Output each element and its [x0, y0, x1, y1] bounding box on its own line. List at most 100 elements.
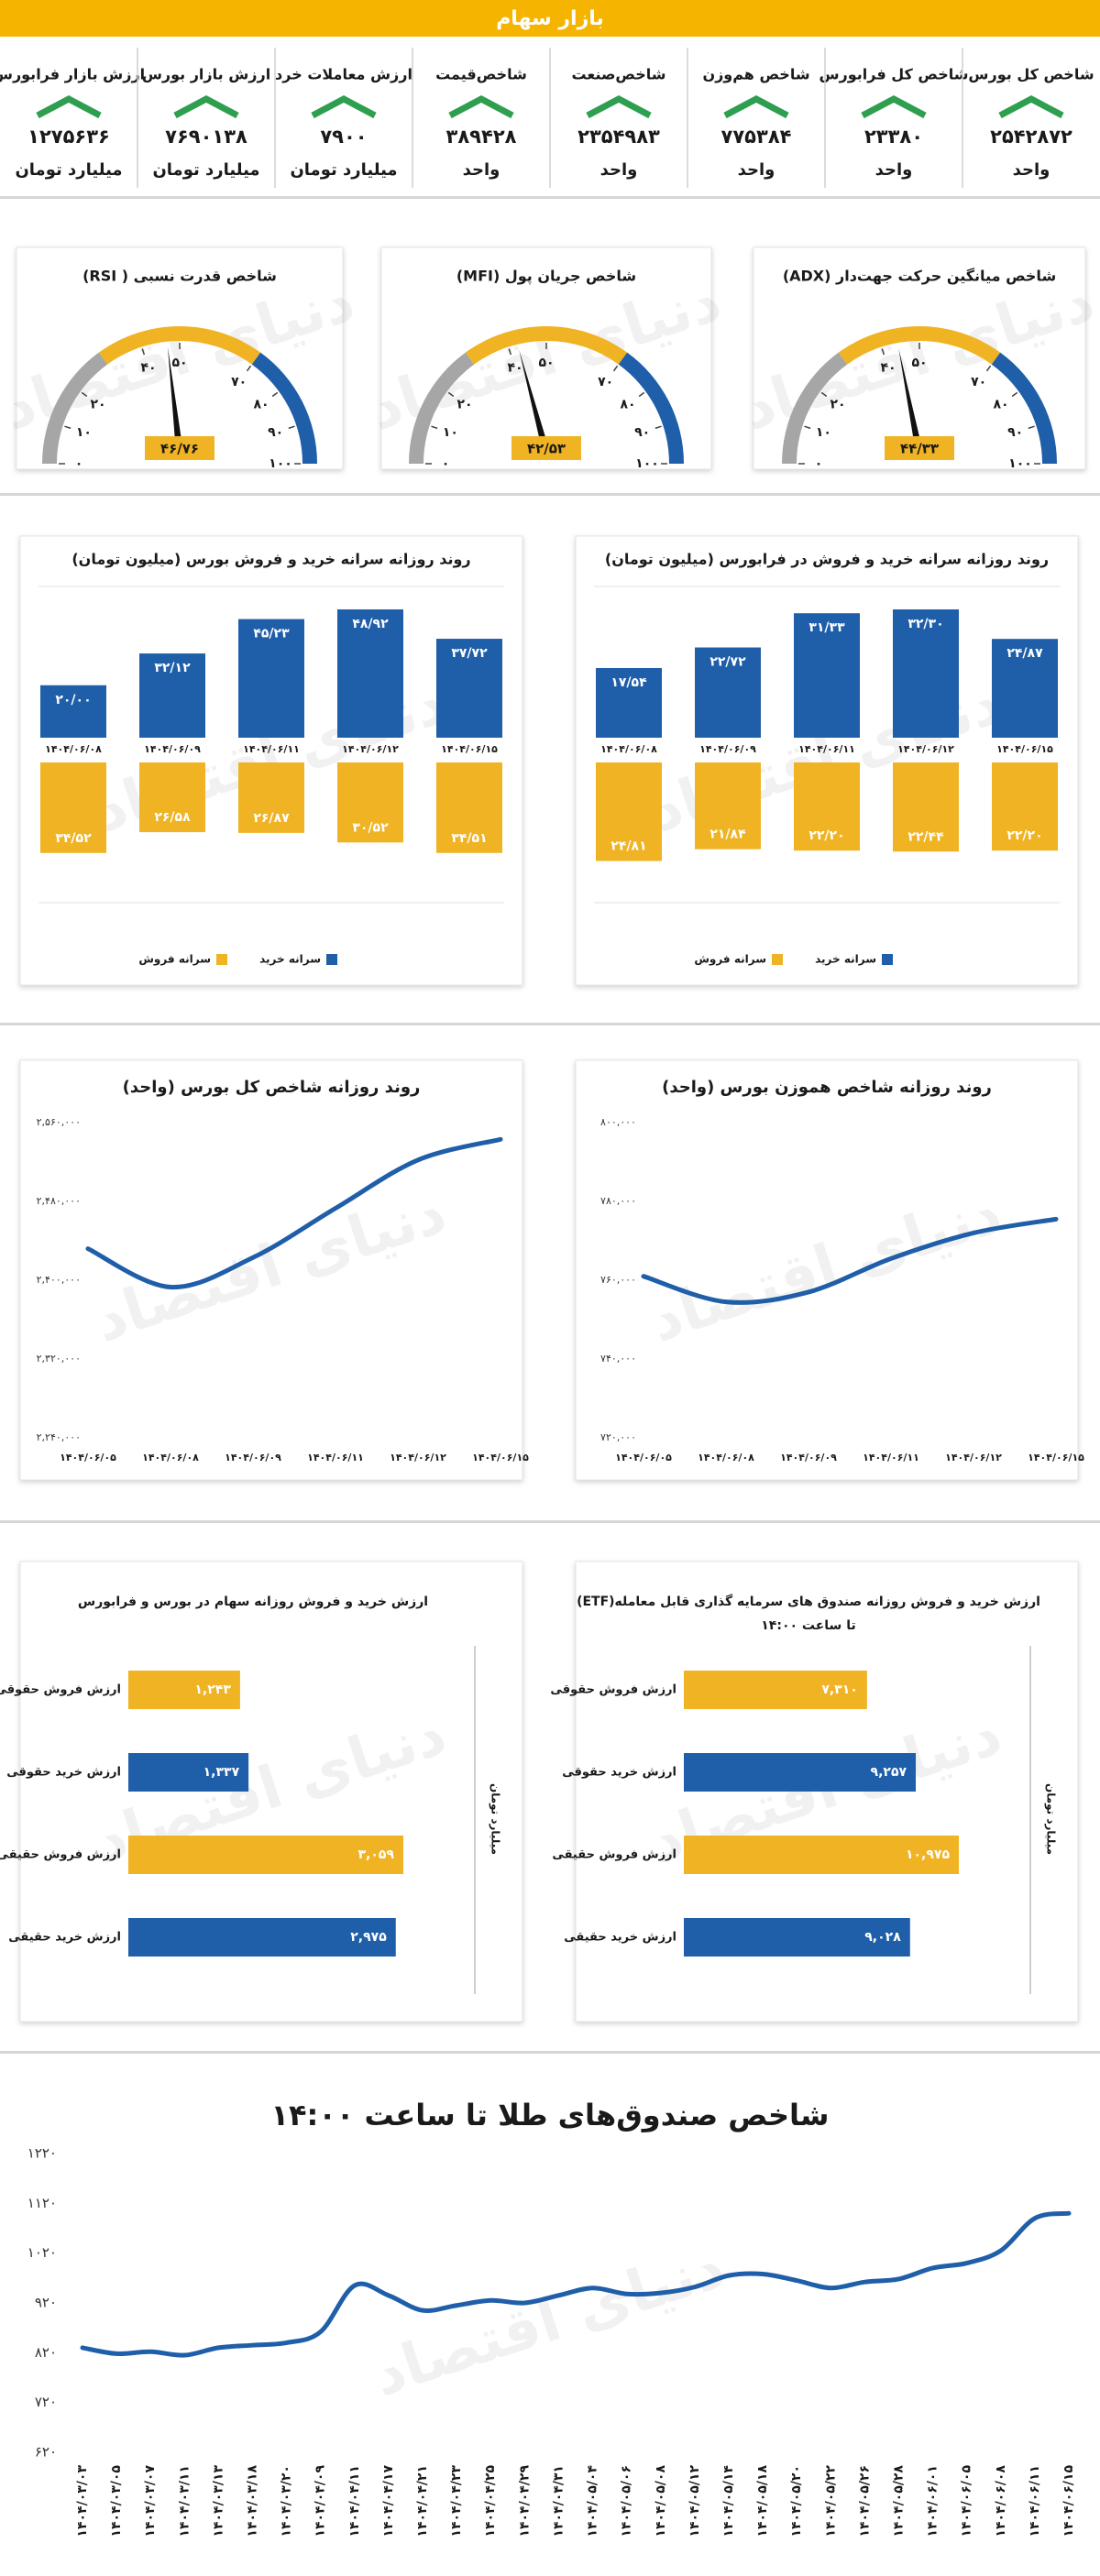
- x-tick-label: ۱۴۰۴/۰۴/۱۱: [347, 2465, 362, 2538]
- indicator-label: شاخص کل بورس: [968, 66, 1094, 83]
- gauge-tick-label: ۱۰: [443, 425, 458, 440]
- value-label: ۲۶/۵۸: [154, 810, 191, 825]
- x-tick-label: ۱۴۰۴/۰۶/۱۱: [1028, 2465, 1042, 2538]
- gauge-tick-label: ۴۰: [140, 360, 156, 375]
- chart-title: ارزش خرید و فروش روزانه سهام در بورس و ف…: [78, 1595, 428, 1609]
- legend-swatch: [882, 954, 893, 965]
- indicator-label: شاخص کل فرابورس: [819, 66, 968, 83]
- card: [575, 1059, 1079, 1481]
- bar: [238, 619, 304, 738]
- x-tick-label: ۱۴۰۴/۰۵/۲۶: [857, 2465, 872, 2538]
- value-label: ۲۲/۲۰: [808, 828, 844, 843]
- gauge-tick-label: ۲۰: [830, 397, 845, 411]
- y-tick-label: ۲,۴۸۰,۰۰۰: [37, 1195, 81, 1207]
- y-tick-label: ۷۸۰,۰۰۰: [600, 1195, 636, 1207]
- gauge-tick: [985, 365, 992, 372]
- gauge-tick: [508, 348, 512, 356]
- indicator-unit: واحد: [600, 160, 638, 180]
- indicator-label: شاخص هم‌وزن: [702, 66, 809, 83]
- bar: [794, 762, 860, 851]
- x-tick-label: ۱۴۰۴/۰۶/۰۹: [225, 1452, 281, 1463]
- gauge-title: شاخص جریان پول (MFI): [456, 268, 636, 286]
- trend-arrow: [311, 95, 377, 119]
- gauge-band: [42, 352, 108, 464]
- legend-label: سرانه خرید: [815, 953, 876, 966]
- value-label: ۲۲/۴۴: [908, 829, 944, 844]
- value-label: ۴۵/۲۳: [253, 627, 290, 641]
- x-tick-label: ۱۴۰۴/۰۳/۱۸: [246, 2465, 260, 2538]
- value-label: ۳۲/۳۰: [908, 617, 943, 631]
- value-label: ۳,۰۵۹: [358, 1847, 395, 1862]
- gauge-value-box: [145, 436, 214, 460]
- y-tick-label: ۷۶۰,۰۰۰: [600, 1274, 636, 1286]
- gauge-tick-label: ۹۰: [1007, 425, 1023, 440]
- header-bar: [0, 0, 1100, 37]
- x-tick-label: ۱۴۰۴/۰۶/۱۵: [996, 743, 1053, 755]
- bar: [128, 1918, 396, 1957]
- x-tick-label: ۱۴۰۴/۰۶/۱۲: [897, 743, 954, 755]
- gauge-tick-label: ۵۰: [911, 356, 927, 370]
- value-label: ۲۶/۸۷: [253, 811, 290, 826]
- value-label: ۳۴/۵۱: [451, 831, 487, 846]
- x-tick-label: ۱۴۰۴/۰۴/۰۹: [314, 2465, 328, 2538]
- y-tick-label: ۸۰۰,۰۰۰: [600, 1116, 636, 1128]
- value-label: ۳۰/۵۲: [352, 820, 389, 835]
- value-label: ۲۲/۷۲: [710, 655, 746, 670]
- indicator-unit: واحد: [1013, 160, 1050, 180]
- gauge-value: ۴۶/۷۶: [160, 441, 199, 457]
- value-label: ۲۴/۸۷: [1006, 646, 1043, 661]
- gauge-tick: [141, 348, 146, 356]
- x-tick-label: ۱۴۰۴/۰۳/۰۷: [143, 2465, 158, 2538]
- x-tick-label: ۱۴۰۴/۰۴/۲۹: [517, 2465, 532, 2538]
- gauge-tick: [1028, 425, 1035, 430]
- x-tick-label: ۱۴۰۴/۰۶/۰۵: [615, 1452, 672, 1463]
- gauge-tick: [246, 365, 252, 372]
- indicator-value: ۷۶۹۰۱۳۸: [165, 126, 248, 148]
- y-tick-label: ۹۲۰: [35, 2295, 57, 2311]
- x-tick-label: ۱۴۰۴/۰۴/۲۵: [483, 2465, 498, 2538]
- x-tick-label: ۱۴۰۴/۰۶/۱۲: [945, 1452, 1002, 1463]
- y-tick-label: ۱۰۲۰: [28, 2244, 57, 2261]
- separator: [0, 1023, 1100, 1025]
- trend-arrow: [723, 95, 789, 119]
- gauge-tick-label: ۹۰: [634, 425, 650, 440]
- gauge-value: ۴۴/۳۳: [900, 441, 939, 457]
- category-label: ارزش فروش حقیقی: [0, 1848, 121, 1862]
- x-tick-label: ۱۴۰۴/۰۶/۰۸: [994, 2465, 1008, 2538]
- bar: [128, 1836, 403, 1874]
- value-label: ۳۱/۳۳: [808, 620, 845, 635]
- gauge-tick-label: ۹۰: [268, 425, 283, 440]
- gauge-tick-label: ۰: [815, 456, 823, 471]
- indicator-label: ارزش بازار بورس: [142, 66, 270, 83]
- gauge-tick-label: ۷۰: [598, 375, 613, 389]
- gauge-tick: [64, 425, 72, 430]
- x-tick-label: ۱۴۰۴/۰۶/۰۹: [780, 1452, 837, 1463]
- x-tick-label: ۱۴۰۴/۰۶/۰۹: [699, 743, 756, 755]
- chart-title: شاخص صندوق‌های طلا تا ساعت ۱۴:۰۰: [270, 2098, 829, 2132]
- x-tick-label: ۱۴۰۴/۰۶/۱۵: [1028, 1452, 1084, 1463]
- gauge-tick-label: ۱۰۰: [635, 456, 659, 471]
- value-label: ۳۲/۱۲: [154, 661, 191, 675]
- gauge-tick-label: ۸۰: [620, 397, 635, 411]
- bar: [893, 609, 959, 738]
- chart-title: ارزش خرید و فروش روزانه صندوق های سرمایه…: [577, 1594, 1040, 1609]
- x-tick-label: ۱۴۰۴/۰۵/۰۴: [586, 2465, 600, 2538]
- bar: [695, 762, 761, 850]
- gauge-band: [98, 326, 261, 365]
- indicator-value: ۳۸۹۴۲۸: [446, 126, 517, 148]
- legend-label: سرانه فروش: [138, 953, 211, 967]
- bar: [128, 1671, 240, 1709]
- gauge-tick: [288, 425, 295, 430]
- gauge-needle: [167, 346, 183, 454]
- gauge-tick-label: ۱۰: [76, 425, 92, 440]
- y-tick-label: ۱۲۲۰: [28, 2145, 57, 2162]
- y-tick-label: ۷۲۰,۰۰۰: [600, 1431, 636, 1443]
- indicator-unit: میلیارد تومان: [152, 160, 259, 180]
- value-label: ۲۰/۰۰: [55, 693, 91, 707]
- card: [575, 535, 1079, 986]
- value-label: ۹,۰۲۸: [864, 1930, 901, 1945]
- gauge-tick: [638, 391, 645, 398]
- bar: [337, 762, 403, 843]
- x-tick-label: ۱۴۰۴/۰۴/۳۱: [551, 2465, 566, 2538]
- y-tick-label: ۸۲۰: [35, 2344, 57, 2361]
